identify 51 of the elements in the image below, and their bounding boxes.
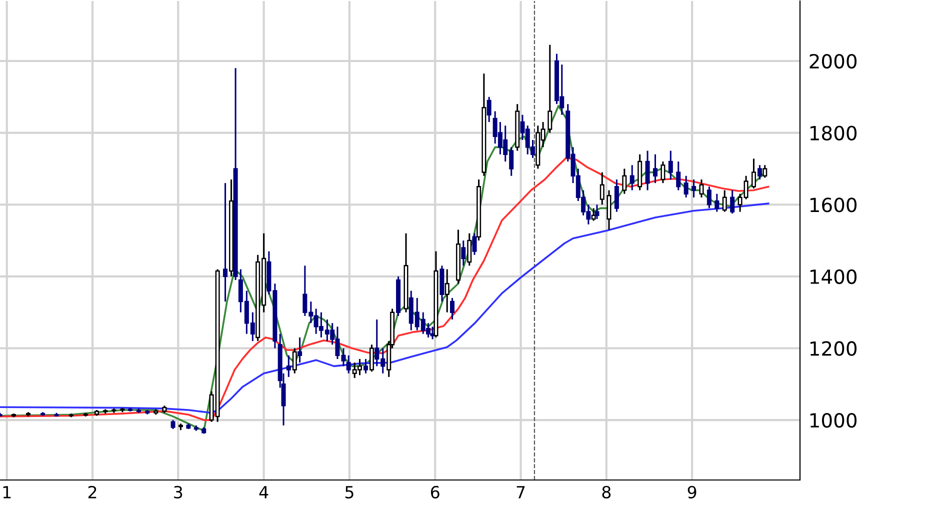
candlestick xyxy=(369,344,374,372)
candlestick xyxy=(699,178,704,198)
x-tick-label: 3 xyxy=(174,486,182,498)
candlestick xyxy=(292,347,297,374)
candlestick xyxy=(645,150,650,192)
y-tick-label: 1400 xyxy=(810,269,857,284)
candlestick xyxy=(730,189,735,214)
candlestick xyxy=(684,175,688,198)
candlestick xyxy=(722,189,727,213)
candlestick xyxy=(614,178,619,213)
candlestick xyxy=(676,160,681,192)
candlestick xyxy=(757,164,762,180)
x-tick-label: 4 xyxy=(259,486,268,498)
y-tick-label: 2000 xyxy=(810,54,857,69)
x-tick-label: 1 xyxy=(3,486,11,498)
candlestick xyxy=(486,96,492,123)
x-tick-label: 5 xyxy=(345,486,354,498)
candlestick xyxy=(594,204,600,220)
candlestick xyxy=(467,232,472,266)
y-tick-label: 1800 xyxy=(810,126,857,140)
candlestick xyxy=(591,207,596,222)
candlestick xyxy=(223,182,228,302)
candlestick xyxy=(472,232,477,256)
candlestick xyxy=(630,164,634,192)
x-tick-label: 6 xyxy=(430,486,440,498)
candlestick xyxy=(286,354,291,378)
candlestick xyxy=(762,164,768,178)
candlestick xyxy=(600,172,604,206)
x-tick-label: 8 xyxy=(602,486,611,498)
candlestick xyxy=(660,160,666,184)
candlestick xyxy=(363,358,368,374)
candlestick xyxy=(450,297,454,320)
x-tick-label: 7 xyxy=(516,486,525,498)
x-tick-label: 2 xyxy=(88,486,96,498)
candlestick xyxy=(298,336,302,364)
y-tick-label: 1200 xyxy=(810,341,857,356)
candlestick xyxy=(652,154,658,184)
candlestick xyxy=(548,44,552,134)
candlestick xyxy=(706,186,712,209)
y-tick-label: 1600 xyxy=(810,198,857,212)
candlestick xyxy=(606,189,612,231)
candlestick xyxy=(461,240,466,266)
candlestick xyxy=(692,178,696,198)
candlestick xyxy=(346,354,351,374)
y-tick-label: 1000 xyxy=(810,412,857,428)
x-tick-label: 9 xyxy=(688,486,696,498)
candlestick xyxy=(668,150,673,180)
candlestick xyxy=(622,168,627,195)
candlestick xyxy=(751,158,756,190)
candlestick xyxy=(714,193,720,213)
candlestick xyxy=(444,268,450,314)
